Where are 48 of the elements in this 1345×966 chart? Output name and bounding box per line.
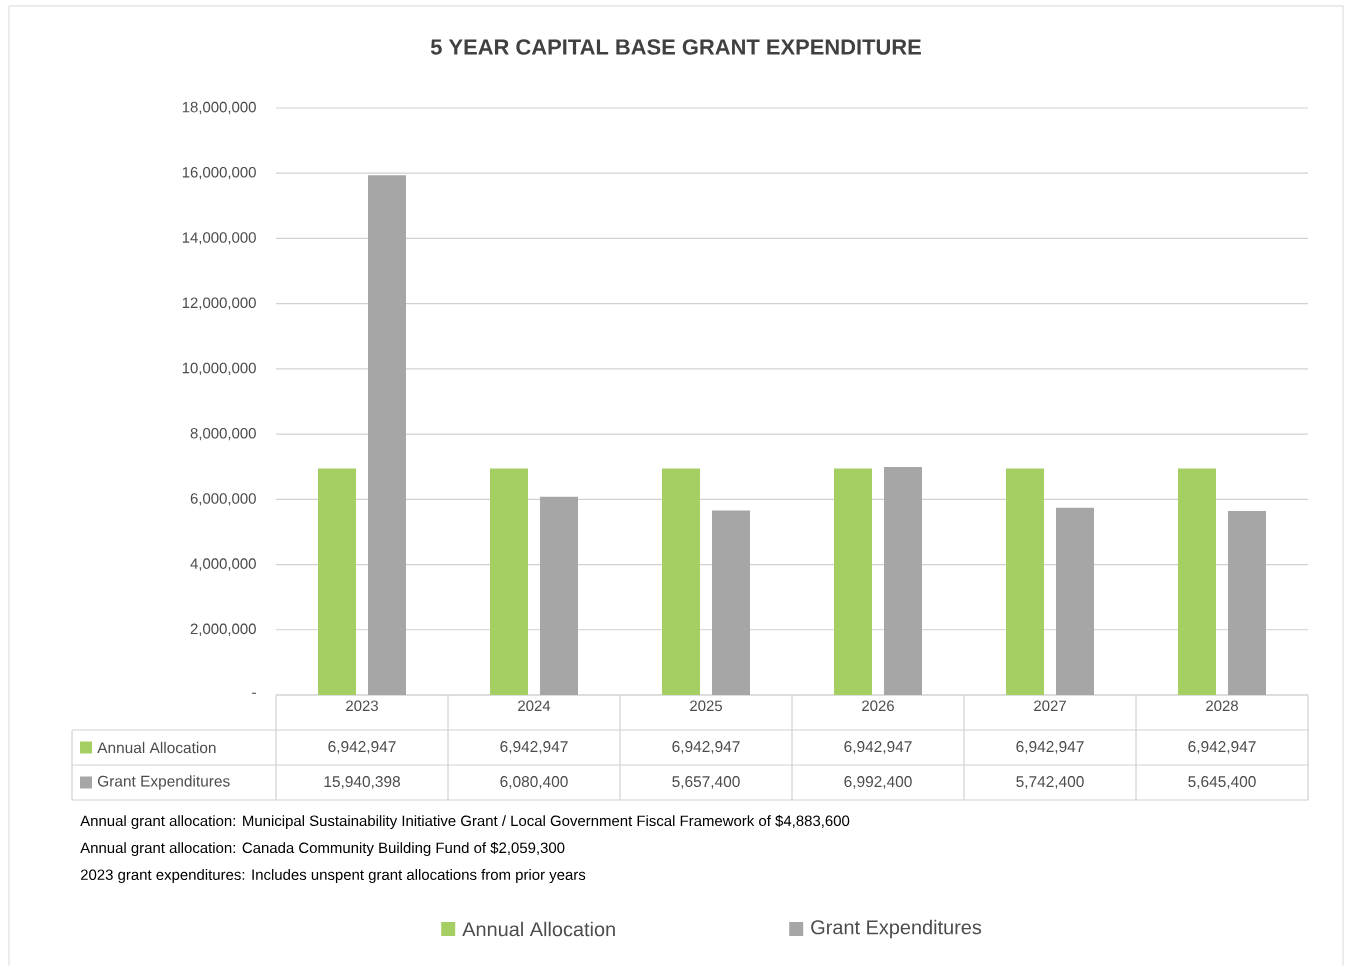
- data-label: 6,992,400: [844, 776, 912, 789]
- y-tick-label: -: [252, 692, 256, 694]
- data-label: 6,942,947: [328, 741, 396, 754]
- data-label: 5,742,400: [1016, 776, 1084, 789]
- x-tick-label: 2025: [690, 700, 722, 712]
- y-tick-label: 2,000,000: [190, 623, 256, 636]
- text: 2023 grant expenditures: Includes unspent grant allocations from prior years: [80, 869, 586, 883]
- bar: [1055, 507, 1094, 695]
- bar: [712, 510, 750, 695]
- chart-title: 5 YEAR CAPITAL BASE GRANT EXPENDITURE: [430, 39, 921, 55]
- y-tick-label: 18,000,000: [182, 101, 256, 115]
- text: Grant Expenditures: [811, 919, 982, 939]
- bar: [1177, 468, 1216, 695]
- x-tick-label: 2028: [1206, 700, 1238, 712]
- bar: [1005, 468, 1044, 695]
- bar: [884, 466, 922, 695]
- bar: [368, 175, 407, 695]
- data-label: 6,080,400: [500, 776, 568, 789]
- data-label: 5,645,400: [1188, 776, 1256, 789]
- data-label: 6,942,947: [1188, 741, 1256, 754]
- text: Annual grant allocation: Municipal Sustainability Initiative Grant / Local Government Fiscal Framework of $4,883,600: [80, 814, 850, 830]
- y-tick-label: 4,000,000: [190, 558, 256, 571]
- y-tick-label: 10,000,000: [182, 362, 256, 376]
- y-tick-label: 14,000,000: [182, 232, 256, 245]
- y-tick-label: 16,000,000: [182, 167, 256, 180]
- y-tick-label: 8,000,000: [190, 427, 256, 441]
- legend-label: Annual Allocation: [97, 741, 216, 754]
- bar: [834, 468, 872, 695]
- y-tick-label: 6,000,000: [190, 493, 256, 506]
- legend-label: Grant Expenditures: [97, 775, 230, 790]
- bar: [540, 496, 579, 695]
- bar: [662, 468, 700, 695]
- y-tick-label: 12,000,000: [182, 297, 256, 310]
- data-label: 6,942,947: [844, 741, 912, 754]
- x-tick-label: 2027: [1034, 700, 1066, 712]
- data-label: 6,942,947: [672, 741, 740, 754]
- data-label: 5,657,400: [672, 776, 740, 789]
- bar: [490, 468, 528, 695]
- data-label: 6,942,947: [1016, 741, 1084, 754]
- bar: [1227, 510, 1266, 695]
- bar: [318, 468, 357, 695]
- x-tick-label: 2024: [518, 700, 551, 712]
- text: Annual grant allocation: Canada Community Building Fund of $2,059,300: [80, 841, 565, 857]
- text: Annual Allocation: [462, 921, 615, 937]
- data-label: 6,942,947: [500, 741, 568, 754]
- x-tick-label: 2023: [346, 700, 378, 712]
- x-tick-label: 2026: [862, 700, 894, 712]
- data-label: 15,940,398: [324, 776, 400, 789]
